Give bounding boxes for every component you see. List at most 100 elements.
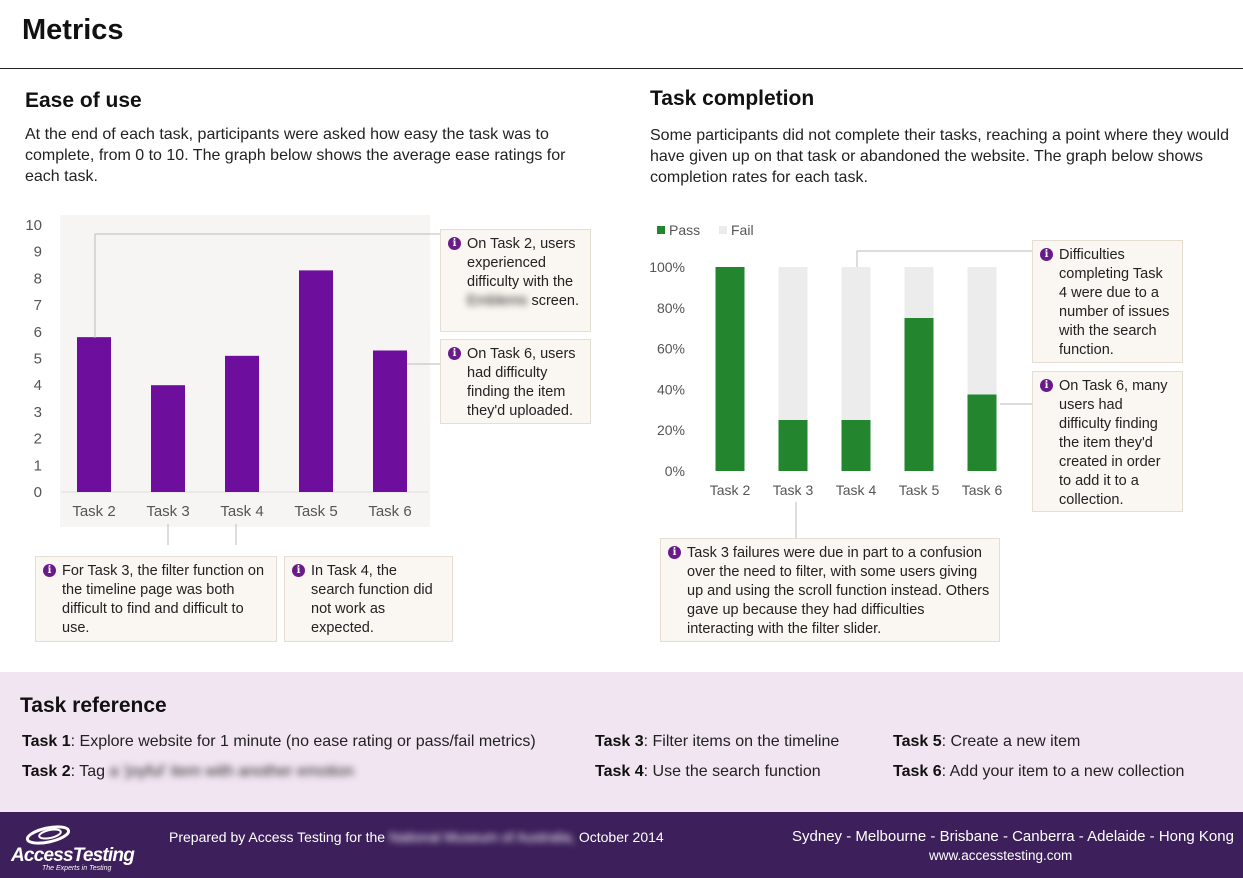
logo-tagline: The Experts in Testing (42, 865, 112, 872)
task-text: : Add your item to a new collection (941, 763, 1185, 780)
x-tick-label: Task 6 (368, 503, 411, 520)
callout-ease-task4: i In Task 4, the search function did not… (284, 556, 453, 642)
info-icon: i (448, 237, 461, 250)
leader-line (235, 524, 237, 545)
bar-pass (715, 267, 745, 471)
callout-text: Task 3 failures were due in part to a co… (687, 545, 990, 637)
task-reference-item: Task 3: Filter items on the timeline (595, 733, 839, 751)
task-key: Task 1 (22, 733, 71, 750)
footer (0, 812, 1243, 878)
bar-fail (778, 267, 808, 420)
task-reference-item: Task 1: Explore website for 1 minute (no… (22, 733, 536, 751)
prepared-by: Prepared by Access Testing for the Natio… (169, 829, 664, 845)
x-tick-label: Task 3 (146, 503, 189, 520)
y-tick-label: 6 (34, 324, 42, 341)
y-tick-label: 7 (34, 297, 42, 314)
task-key: Task 5 (893, 733, 942, 750)
task-key: Task 4 (595, 763, 644, 780)
y-tick-label: 3 (34, 404, 42, 421)
bar-pass (841, 420, 871, 471)
completion-x-axis: Task 2 Task 3 Task 4 Task 5 Task 6 (710, 482, 1003, 498)
legend-swatch (657, 226, 665, 234)
callout-text: On Task 2, users experienced difficulty … (467, 236, 576, 290)
y-tick-label: 80% (657, 300, 685, 316)
callout-text: For Task 3, the filter function on the t… (62, 563, 265, 636)
task-text: : Tag (70, 763, 106, 780)
y-tick-label: 10 (25, 217, 42, 234)
task-reference-panel (0, 672, 1243, 812)
y-tick-label: 100% (649, 259, 685, 275)
task-key: Task 3 (595, 733, 644, 750)
info-icon: i (1040, 248, 1053, 261)
x-tick-label: Task 6 (962, 482, 1003, 498)
y-tick-label: 5 (34, 351, 42, 368)
bar-fail (967, 267, 997, 395)
bar-pass (967, 394, 997, 471)
y-tick-label: 0 (34, 484, 42, 501)
y-tick-label: 8 (34, 270, 42, 287)
callout-completion-task6: i On Task 6, many users had difficulty f… (1032, 371, 1183, 512)
ease-leader-lines (94, 233, 440, 545)
prepared-date: October 2014 (578, 829, 664, 845)
legend-label: Fail (731, 222, 754, 238)
callout-completion-task4: i Difficulties completing Task 4 were du… (1032, 240, 1183, 363)
leader-line (856, 250, 1032, 267)
task-reference-item: Task 5: Create a new item (893, 733, 1080, 751)
logo[interactable]: AccessTesting (11, 845, 135, 866)
completion-description: Some participants did not complete their… (650, 127, 1229, 186)
callout-text: screen. (531, 293, 580, 309)
info-icon: i (43, 564, 56, 577)
task-reference-item: Task 2: Tag a 'joyful' item with another… (22, 763, 354, 781)
task-text: : Filter items on the timeline (643, 733, 840, 750)
callout-text: Difficulties completing Task 4 were due … (1059, 247, 1170, 358)
completion-y-axis: 0% 20% 40% 60% 80% 100% (649, 259, 685, 479)
y-tick-label: 9 (34, 244, 42, 261)
header-divider (0, 68, 1243, 69)
completion-chart: Pass Fail 0% 20% 40% 60% 80% 100% Task 2 Task 3… (649, 222, 1032, 538)
bar (225, 355, 259, 492)
legend-swatch (719, 226, 727, 234)
x-tick-label: Task 3 (773, 482, 814, 498)
callout-completion-task3: i Task 3 failures were due in part to a … (660, 538, 1000, 642)
completion-leader-lines (795, 250, 1032, 538)
y-tick-label: 20% (657, 422, 685, 438)
bar (373, 350, 407, 492)
callout-ease-task3: i For Task 3, the filter function on the… (35, 556, 277, 642)
x-tick-label: Task 4 (836, 482, 877, 498)
legend-label: Pass (669, 222, 700, 238)
office-cities: Sydney - Melbourne - Brisbane - Canberra… (792, 828, 1234, 845)
x-tick-label: Task 2 (710, 482, 751, 498)
x-tick-label: Task 5 (294, 503, 337, 520)
bar-fail (904, 267, 934, 318)
x-tick-label: Task 4 (220, 503, 263, 520)
blurred-text: National Museum of Australia, (388, 829, 575, 845)
blurred-text: Emblems (467, 293, 528, 309)
info-icon: i (668, 546, 681, 559)
y-tick-label: 40% (657, 381, 685, 397)
ease-bars (77, 270, 407, 492)
callout-ease-task2: i On Task 2, users experienced difficult… (440, 229, 591, 332)
completion-section-title: Task completion (650, 87, 815, 110)
bar-fail (841, 267, 871, 420)
bar (299, 270, 333, 492)
callout-text: In Task 4, the search function did not w… (311, 563, 433, 636)
leader-line (94, 233, 440, 338)
task-text: : Explore website for 1 minute (no ease … (70, 733, 536, 750)
website-link[interactable]: www.accesstesting.com (929, 848, 1073, 863)
task-reference-title: Task reference (20, 694, 167, 717)
bar-pass (904, 318, 934, 471)
completion-legend: Pass Fail (657, 222, 754, 238)
y-tick-label: 4 (34, 377, 42, 394)
y-tick-label: 2 (34, 431, 42, 448)
x-tick-label: Task 2 (72, 503, 115, 520)
ease-section-title: Ease of use (25, 89, 142, 112)
logo-swoosh (25, 825, 71, 845)
info-icon: i (1040, 379, 1053, 392)
prepared-text: Prepared by Access Testing for the (169, 829, 386, 845)
callout-text: On Task 6, many users had difficulty fin… (1059, 378, 1168, 508)
page-title: Metrics (22, 14, 124, 46)
info-icon: i (292, 564, 305, 577)
task-text: : Use the search function (643, 763, 821, 780)
task-text: : Create a new item (941, 733, 1081, 750)
